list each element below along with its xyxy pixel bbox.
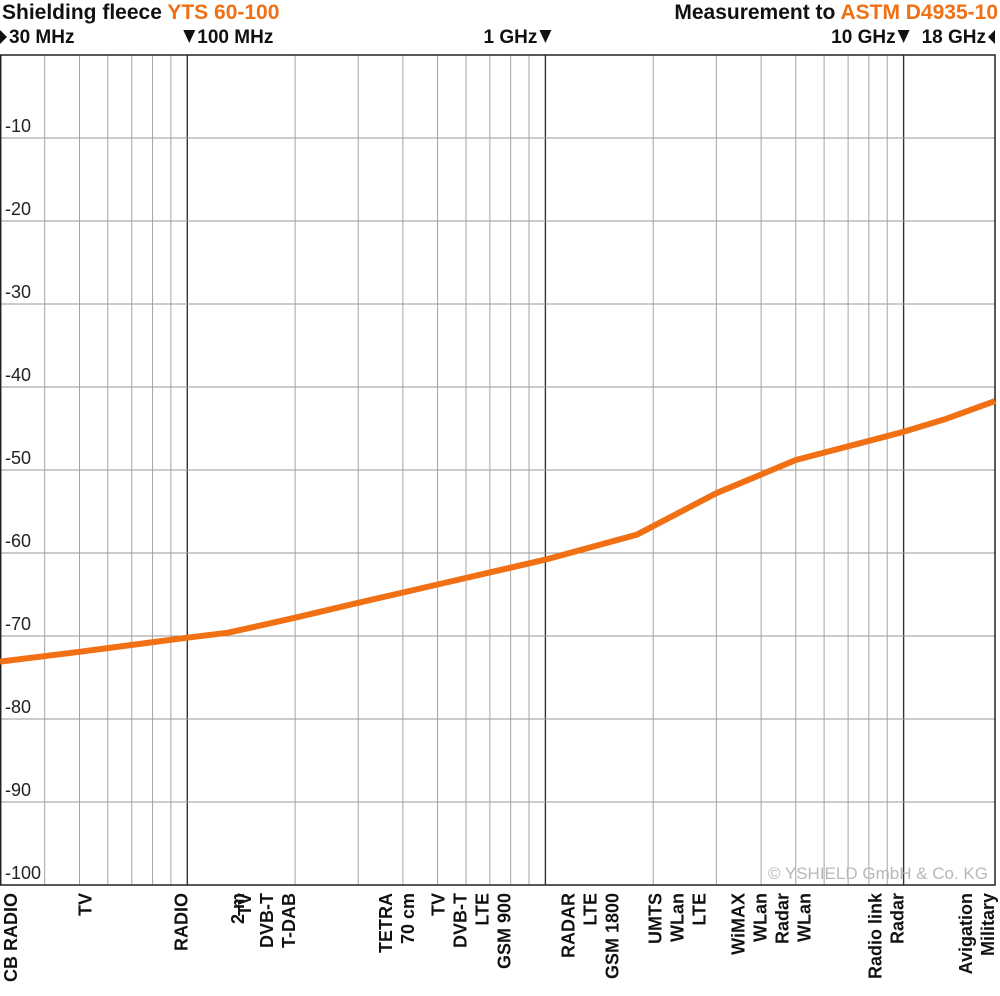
freq-marker-label: 10 GHz [831, 27, 895, 48]
freq-marker-label: 30 MHz [9, 27, 74, 48]
y-tick-label: -60 [5, 531, 31, 551]
freq-marker: 10 GHz [831, 27, 910, 48]
band-label-line: DVB-T [451, 893, 471, 948]
band-label-line: Radio link [866, 892, 886, 979]
band-label: Radio link Radar [866, 892, 908, 979]
freq-marker-label: 100 MHz [197, 27, 273, 48]
y-tick-label: -80 [5, 697, 31, 717]
marker-arrow-icon [183, 30, 196, 43]
band-label: TETRA 70 cm [376, 893, 418, 953]
band-label-line: TV [235, 893, 255, 916]
band-label-line: RADAR [559, 893, 579, 958]
band-label-line: Radar [888, 893, 908, 944]
band-label-line: Avigation [956, 893, 976, 974]
band-label: Avigation Military [956, 893, 998, 974]
band-label: RADAR LTE GSM 1800 [559, 893, 623, 979]
band-label-line: GSM 1800 [603, 893, 623, 979]
band-label: RADIO [171, 893, 191, 951]
band-label: CB RADIO [1, 893, 21, 982]
band-label-line: LTE [473, 893, 493, 926]
y-tick-label: -20 [5, 199, 31, 219]
copyright-note: © YSHIELD GmbH & Co. KG [768, 864, 988, 883]
y-tick-label: -10 [5, 116, 31, 136]
band-label-line: T-DAB [279, 893, 299, 948]
band-label: TV DVB-T LTE GSM 900 [429, 893, 515, 969]
freq-marker: 30 MHz [0, 27, 74, 48]
band-label-line: TV [429, 893, 449, 916]
band-label-line: DVB-T [257, 893, 277, 948]
band-label-line: CB RADIO [1, 893, 21, 982]
y-tick-label: -100 [5, 863, 41, 883]
band-label-line: UMTS [646, 893, 666, 944]
marker-arrow-icon [539, 30, 552, 43]
band-label-line: LTE [581, 893, 601, 926]
band-label-line: LTE [690, 893, 710, 926]
band-label-line: Military [978, 893, 998, 956]
y-tick-label: -30 [5, 282, 31, 302]
band-labels: CB RADIO TV RADIO 2 mTV DVB-T T-DAB TETRA 70 cm… [1, 892, 998, 982]
y-tick-label: -40 [5, 365, 31, 385]
band-label: TV DVB-T T-DAB [235, 893, 299, 948]
series-layer [0, 398, 997, 665]
band-label-line: WLan [751, 893, 771, 942]
band-label-line: TETRA [376, 893, 396, 953]
band-label-line: WLan [795, 893, 815, 942]
freq-marker: 1 GHz [484, 27, 552, 48]
y-tick-label: -70 [5, 614, 31, 634]
band-label-line: RADIO [171, 893, 191, 951]
y-tick-label: -50 [5, 448, 31, 468]
title-product: YTS 60-100 [167, 1, 279, 24]
band-label: WiMAX WLan Radar WLan [729, 893, 815, 955]
y-axis: -10 -20 -30 -40 -50 -60 -70 -80 -90 -100 [5, 116, 41, 883]
band-label: TV [75, 893, 95, 916]
band-label-line: TV [75, 893, 95, 916]
frequency-markers: 30 MHz 100 MHz 1 GHz 10 GHz 18 GHz [0, 27, 995, 48]
grid [0, 54, 996, 886]
band-label-line: WiMAX [729, 893, 749, 955]
title-prefix: Shielding fleece [2, 1, 167, 24]
chart-title: Shielding fleece YTS 60-100 [2, 1, 279, 24]
measurement-note: Measurement to ASTM D4935-10 [674, 1, 998, 24]
band-label-line: 2 m [228, 893, 248, 924]
marker-arrow-icon [0, 30, 7, 44]
band-label-line: GSM 900 [495, 893, 515, 969]
band-label-line: Radar [773, 893, 793, 944]
marker-arrow-icon [988, 30, 995, 44]
freq-marker-label: 1 GHz [484, 27, 538, 48]
band-label: 2 m [228, 893, 248, 924]
plot-frame [0, 54, 996, 886]
freq-marker: 100 MHz [183, 27, 273, 48]
freq-marker-label: 18 GHz [922, 27, 986, 48]
y-tick-label: -90 [5, 780, 31, 800]
measure-prefix: Measurement to [674, 1, 840, 24]
band-label-line: WLan [668, 893, 688, 942]
measure-standard: ASTM D4935-10 [840, 1, 998, 24]
marker-arrow-icon [897, 30, 910, 43]
freq-marker: 18 GHz [922, 27, 995, 48]
series-line [0, 398, 997, 665]
band-label: UMTS WLan LTE [646, 893, 710, 944]
band-label-line: 70 cm [398, 893, 418, 944]
